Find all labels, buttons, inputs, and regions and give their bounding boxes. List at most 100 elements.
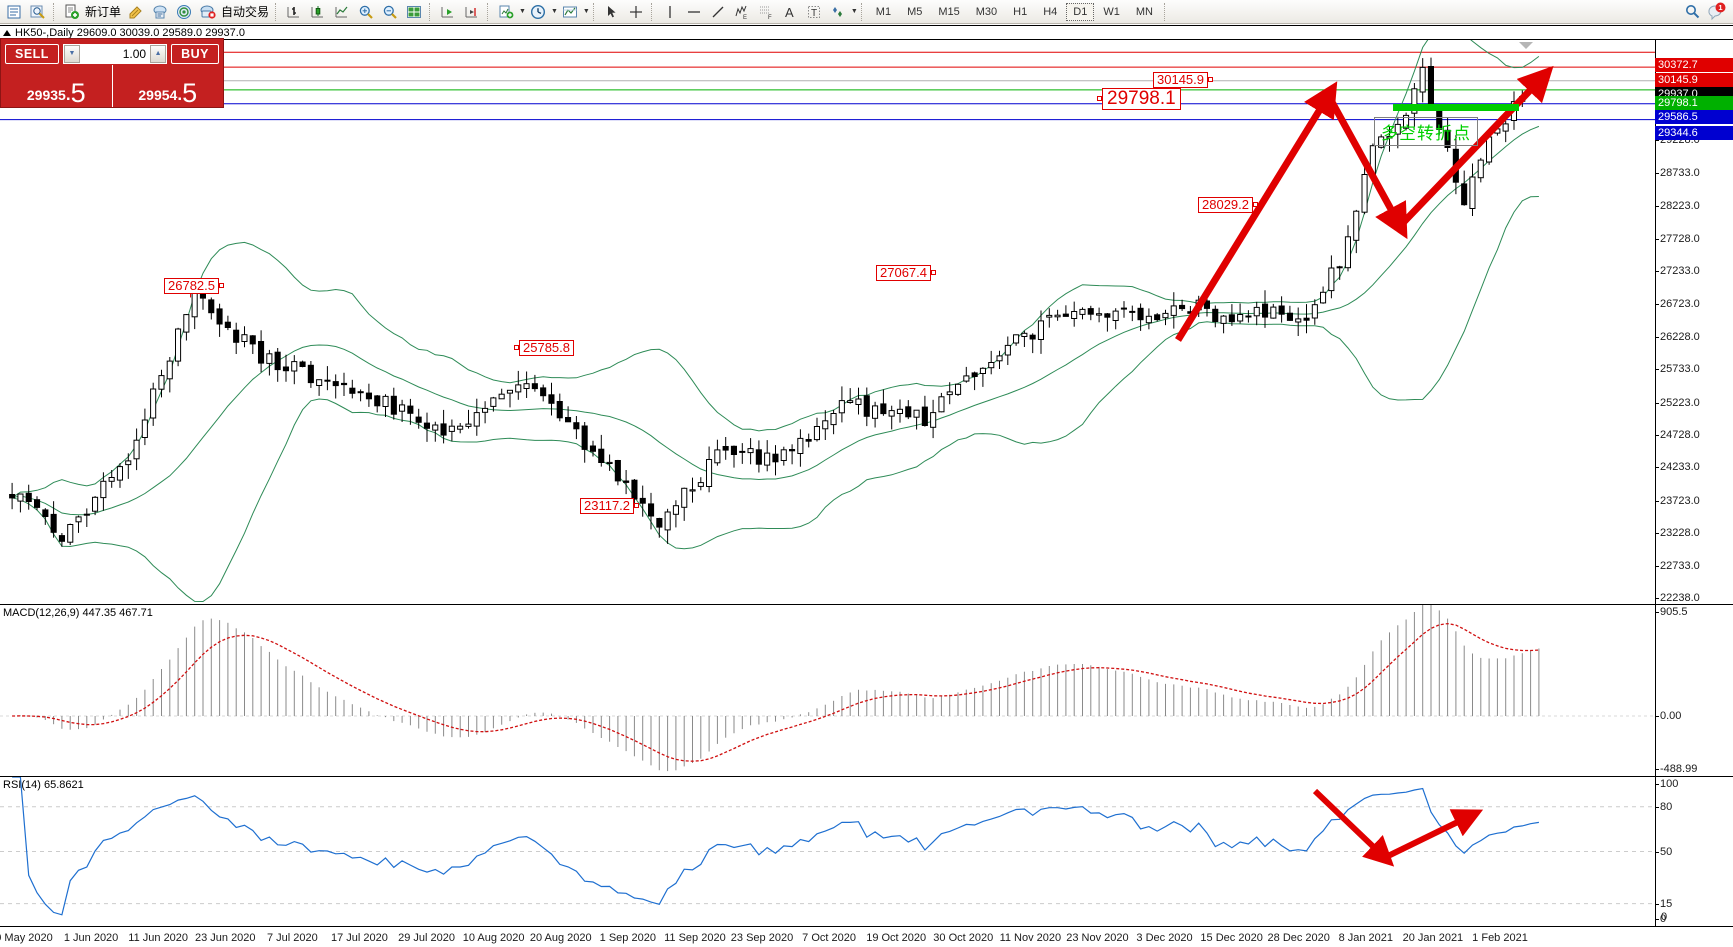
price-level-label: 29586.5 [1655,109,1733,124]
price-label-30145: 30145.9 [1153,72,1213,88]
terminal-icon[interactable] [3,1,25,22]
text-icon[interactable]: A [779,1,801,22]
candlestick-chart-icon[interactable] [307,1,329,22]
auto-trading-icon[interactable] [197,1,219,22]
new-order-button[interactable]: 新订单 [60,1,124,22]
macd-pane[interactable]: MACD(12,26,9) 447.35 467.71 905.5 0.00 -48… [0,604,1733,776]
volume-stepper[interactable]: ▼ 1.00 ▲ [62,43,168,64]
elliott-wave-icon[interactable]: E [731,1,753,22]
shapes-chevron-down-icon[interactable]: ▼ [850,8,858,15]
indicators-icon[interactable] [559,1,581,22]
rsi-axis[interactable]: 100 80 50 15 0 [1655,777,1733,926]
macd-tick: -488.99 [1655,763,1698,775]
toolbar-separator-7 [860,2,865,21]
price-pane[interactable]: 26782.5 25785.8 23117.2 27067.4 30145.9 … [0,39,1733,604]
timeframe-m30[interactable]: M30 [975,5,998,18]
toolbar-separator-3 [429,2,433,21]
time-tick: 1 Jun 2020 [63,932,119,944]
collapse-triangle-icon[interactable] [3,29,11,36]
timeframe-m5[interactable]: M5 [907,5,923,18]
text-label-icon[interactable]: T [803,1,825,22]
time-tick: 28 Dec 2020 [1267,932,1330,944]
green-resistance-bar [1393,104,1519,111]
shapes-icon[interactable] [827,1,849,22]
price-axis[interactable]: 29228.0 28733.0 28223.0 27728.0 27233.0 26723… [1655,40,1733,604]
meta-editor-icon[interactable] [125,1,147,22]
price-tick: 22238.0 [1656,592,1700,605]
horizontal-line-icon[interactable] [683,1,705,22]
time-tick: 7 Oct 2020 [802,932,856,944]
price-tick: 26228.0 [1656,330,1700,343]
svg-text:E: E [743,15,747,20]
chart-header: HK50-,Daily 29609.0 30039.0 29589.0 2993… [0,26,1733,39]
time-axis[interactable]: 0 May 2020 1 Jun 2020 11 Jun 2020 23 Jun 20… [0,911,1733,947]
rsi-plot-area[interactable] [0,777,1655,926]
price-level-label: 29344.6 [1655,125,1733,140]
macd-plot-area[interactable] [0,605,1655,776]
rsi-pane[interactable]: RSI(14) 65.8621 100 80 50 15 0 [0,776,1733,926]
volume-increment-button[interactable]: ▲ [150,44,167,63]
templates-chevron-down-icon[interactable]: ▼ [519,8,526,15]
timeframe-m1[interactable]: M1 [875,5,892,18]
volume-decrement-button[interactable]: ▼ [63,44,80,63]
toolbar-separator-5 [592,2,597,21]
templates-icon[interactable] [495,1,517,22]
sell-price[interactable]: 29935 . 5 [1,65,112,107]
svg-text:F: F [768,15,772,20]
main-toolbar: 新订单 自动交易 [0,0,1733,24]
price-level-label: 30145.9 [1655,73,1733,88]
chart-shift-end-icon[interactable] [461,1,483,22]
rsi-tick: 0 [1655,913,1667,925]
price-tick: 26723.0 [1656,298,1700,311]
zoom-out-icon[interactable] [379,1,401,22]
timeframe-d1[interactable]: D1 [1066,2,1095,21]
auto-trading-label[interactable]: 自动交易 [221,5,270,19]
signals-icon[interactable] [173,1,195,22]
price-tick: 23228.0 [1656,527,1700,540]
auto-scroll-icon[interactable] [437,1,459,22]
expert-advisors-icon[interactable] [149,1,171,22]
chart-container[interactable]: HK50-,Daily 29609.0 30039.0 29589.0 2993… [0,25,1733,947]
macd-label: MACD(12,26,9) 447.35 467.71 [3,607,153,619]
time-tick: 19 Oct 2020 [866,932,927,944]
line-chart-icon[interactable] [331,1,353,22]
sell-price-integer: 29935 [26,87,66,103]
fibonacci-icon[interactable]: F [755,1,777,22]
price-tick: 27233.0 [1656,264,1700,277]
price-tick: 23723.0 [1656,494,1700,507]
timeframe-h1[interactable]: H1 [1013,5,1028,18]
time-tick: 11 Jun 2020 [128,932,189,944]
bar-chart-icon[interactable] [283,1,305,22]
indicators-chevron-down-icon[interactable]: ▼ [582,8,590,15]
vertical-line-icon[interactable] [659,1,681,22]
period-chevron-down-icon[interactable]: ▼ [550,8,558,15]
buy-button[interactable]: BUY [171,43,219,64]
scroll-indicator-icon[interactable] [1519,42,1533,49]
data-window-icon[interactable] [27,1,49,22]
timeframe-m15[interactable]: M15 [938,5,960,18]
search-icon[interactable] [1681,1,1703,22]
macd-tick: 0.00 [1655,710,1682,723]
macd-axis[interactable]: 905.5 0.00 -488.99 [1655,605,1733,776]
time-tick: 11 Nov 2020 [999,932,1062,944]
timeframe-h4[interactable]: H4 [1043,5,1058,18]
notifications-icon[interactable]: 1 [1705,1,1727,22]
timeframe-w1[interactable]: W1 [1103,5,1120,18]
new-order-icon[interactable] [61,1,83,22]
cursor-icon[interactable] [601,1,623,22]
svg-text:T: T [811,8,817,19]
auto-trading-button[interactable]: 自动交易 [196,1,272,22]
trendline-icon[interactable] [707,1,729,22]
price-label-25785: 25785.8 [514,340,574,356]
one-click-trading-panel[interactable]: SELL ▼ 1.00 ▲ BUY 29935 . 5 29954 . 5 [0,38,224,108]
sell-button[interactable]: SELL [5,43,59,64]
volume-input[interactable]: 1.00 [79,46,151,61]
new-order-label[interactable]: 新订单 [85,5,122,19]
zoom-in-icon[interactable] [355,1,377,22]
sell-price-fraction: 5 [70,78,86,109]
timeframe-mn[interactable]: MN [1135,5,1153,18]
buy-price[interactable]: 29954 . 5 [111,65,224,107]
crosshair-icon[interactable] [625,1,647,22]
period-icon[interactable] [527,1,549,22]
chart-shift-icon[interactable] [403,1,425,22]
